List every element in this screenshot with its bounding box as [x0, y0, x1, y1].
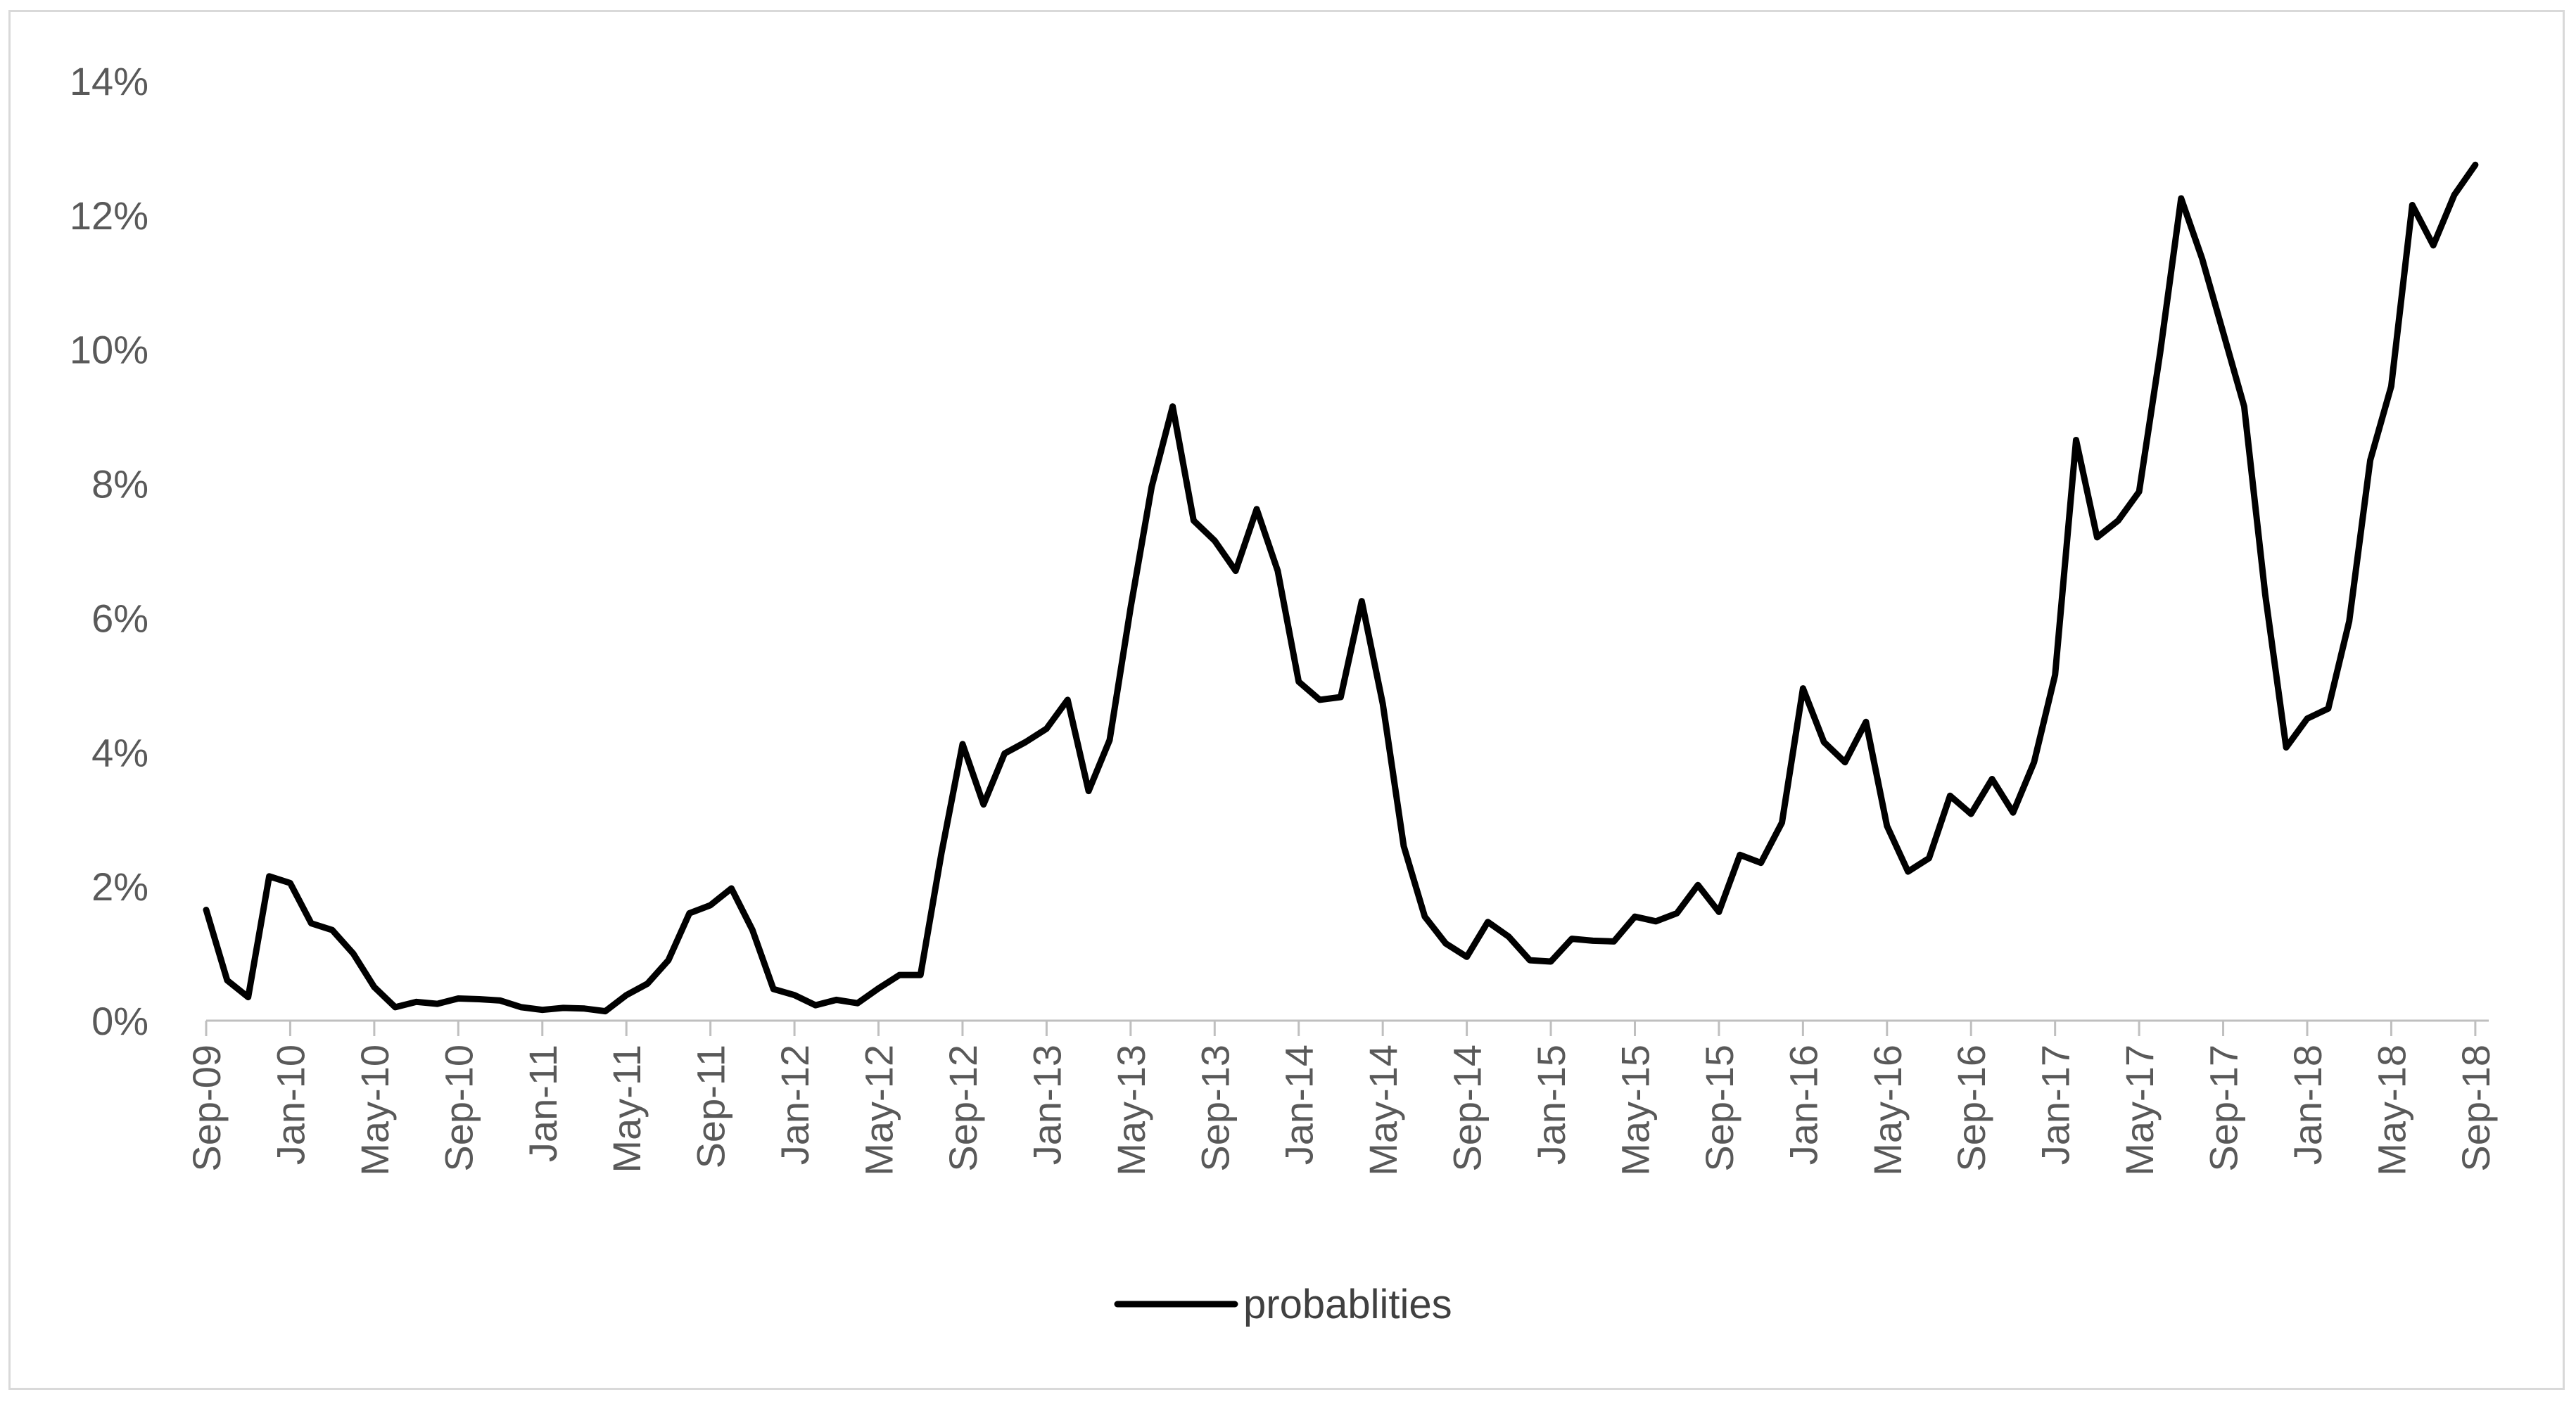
series-layer [203, 161, 2479, 1015]
x-tick-label: Jan-13 [1024, 1045, 1069, 1165]
x-tick-label: May-10 [353, 1045, 397, 1176]
y-axis: 0% 2% 4% 6% 8% 10% 12% 14% [70, 59, 148, 1043]
legend-label: probablities [1243, 1282, 1452, 1327]
x-tick-label: May-16 [1865, 1045, 1910, 1176]
x-tick-label: Jan-17 [2033, 1045, 2078, 1165]
x-tick-label: Jan-18 [2285, 1045, 2330, 1165]
chart-frame: 0% 2% 4% 6% 8% 10% 12% 14% Sep-09 Jan-10 May-10 Se… [8, 10, 2565, 1390]
x-tick-label: Sep-18 [2454, 1045, 2498, 1172]
x-tick-label: Sep-10 [436, 1045, 481, 1172]
x-tick-label: Jan-15 [1529, 1045, 1573, 1165]
x-tick-label: Sep-14 [1445, 1045, 1490, 1172]
x-tick-label: May-14 [1361, 1045, 1405, 1176]
x-tick-label: Jan-10 [268, 1045, 312, 1165]
y-tick-label: 0% [91, 999, 148, 1043]
x-axis: Sep-09 Jan-10 May-10 Sep-10 Jan-11 May-11 Sep-… [184, 1019, 2498, 1176]
x-tick-label: Jan-11 [521, 1045, 565, 1162]
x-tick-label: May-18 [2369, 1045, 2413, 1176]
x-tick-label: Jan-12 [773, 1045, 817, 1165]
x-tick-label: May-13 [1109, 1045, 1153, 1176]
y-tick-label: 6% [91, 596, 148, 640]
x-tick-label: May-12 [857, 1045, 901, 1176]
y-tick-label: 2% [91, 864, 148, 909]
x-tick-label: Jan-16 [1781, 1045, 1825, 1165]
x-tick-label: Sep-09 [184, 1045, 229, 1172]
y-tick-label: 10% [70, 328, 148, 372]
series-line-probablities [203, 161, 2479, 1015]
x-tick-label: Sep-17 [2202, 1045, 2246, 1172]
x-tick-label: Sep-16 [1949, 1045, 1993, 1172]
x-tick-label: Sep-11 [689, 1045, 733, 1168]
line-chart: 0%2%4%6%8%10%12%14% Sep-09 Jan-10 May-10 Se… [70, 59, 2498, 1327]
y-tick-label: 14% [70, 59, 148, 103]
x-tick-label: Sep-12 [941, 1045, 985, 1172]
legend: probablities [1114, 1282, 1452, 1327]
x-tick-label: May-11 [604, 1045, 649, 1173]
x-tick-label: Sep-15 [1697, 1045, 1741, 1172]
x-tick-label: May-15 [1613, 1045, 1657, 1176]
x-tick-label: May-17 [2117, 1045, 2162, 1176]
x-tick-label: Sep-13 [1193, 1045, 1237, 1172]
y-tick-label: 12% [70, 193, 148, 238]
y-tick-label: 4% [91, 730, 148, 774]
y-tick-label: 8% [91, 462, 148, 506]
x-tick-label: Jan-14 [1277, 1045, 1321, 1165]
